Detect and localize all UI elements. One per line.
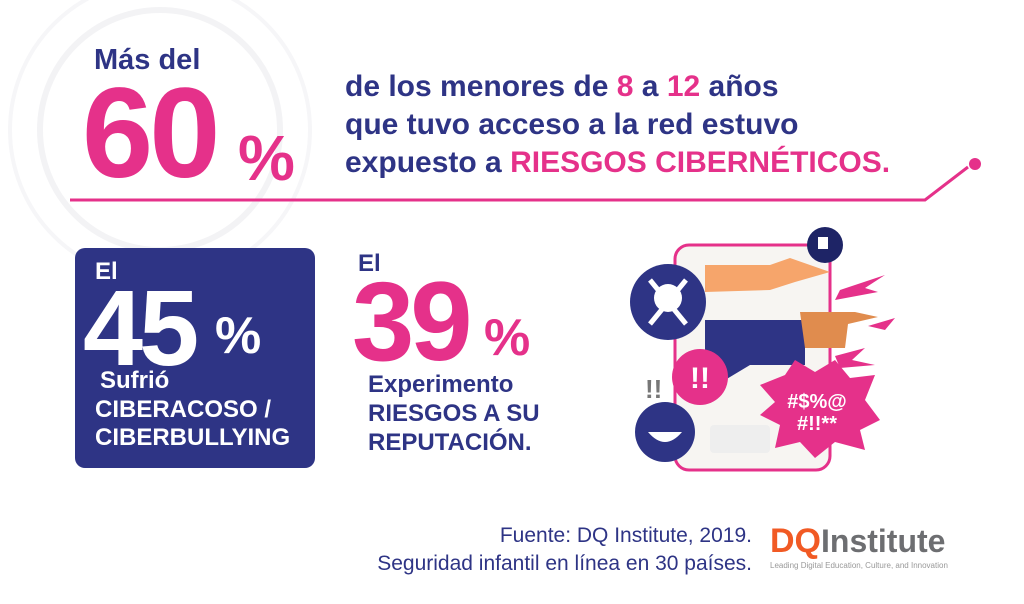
stat2-prefix: El [358,250,381,277]
stat1-line-1: Sufrió [100,367,170,394]
stat2-line-2: RIESGOS A SU [368,400,540,427]
stat1-line-3: CIBERBULLYING [95,424,291,451]
text: años [700,70,779,103]
fist-icon [800,312,878,348]
risk-highlight: RIESGOS CIBERNÉTICOS. [510,146,891,179]
stat2-number: 39 [352,259,473,384]
text: a [633,70,667,103]
alert-icon [672,349,728,405]
swear-bubble-icon [760,360,880,458]
stat2-line-1: Experimento [368,371,514,398]
text: de los menores de [345,70,617,103]
stat2-percent: % [484,309,531,367]
alert-text: !! [690,362,710,395]
footer-source: Fuente: DQ Institute, 2019. [499,524,752,547]
arm-icon [705,320,805,380]
stat2-line-3: REPUTACIÓN. [368,429,532,456]
message-icon [710,425,770,453]
headline-line-3: expuesto a RIESGOS CIBERNÉTICOS. [345,144,890,182]
bubble-text-2: #!!** [797,413,837,435]
headline-intro: Más del [94,44,201,76]
bubble-text-1: #$%@ [787,391,847,413]
footer-title: Seguridad infantil en línea en 30 países… [377,552,752,575]
dq-institute-logo: DQInstitute Leading Digital Education, C… [770,522,948,570]
logo-dq: DQ [770,522,821,560]
stat1-percent: % [215,307,262,365]
divider-line [70,158,981,202]
stat1-prefix: El [95,258,118,285]
stat-card-cyberbullying: El 45 % Sufrió CIBERACOSO / CIBERBULLYIN… [75,248,315,468]
cyberbullying-illustration: !! !! #$%@ #!!** [630,227,895,472]
headline-line-2: que tuvo acceso a la red estuvo [345,108,799,141]
age-max: 12 [666,70,701,103]
headline-line-1: de los menores de 8 a 12 años [345,68,779,106]
text: expuesto a [345,146,511,179]
lightning-icon [835,275,895,368]
side-alert-text: !! [645,374,662,404]
stat1-line-2: CIBERACOSO / [95,396,272,423]
stat1-number: 45 [83,267,199,388]
headline-percent: % [238,122,295,194]
pointing-hand-icon [705,258,830,292]
age-min: 8 [616,70,634,103]
logo-tagline: Leading Digital Education, Culture, and … [770,561,948,570]
logo-name: Institute [821,523,946,559]
headline-number: 60 [82,62,220,205]
